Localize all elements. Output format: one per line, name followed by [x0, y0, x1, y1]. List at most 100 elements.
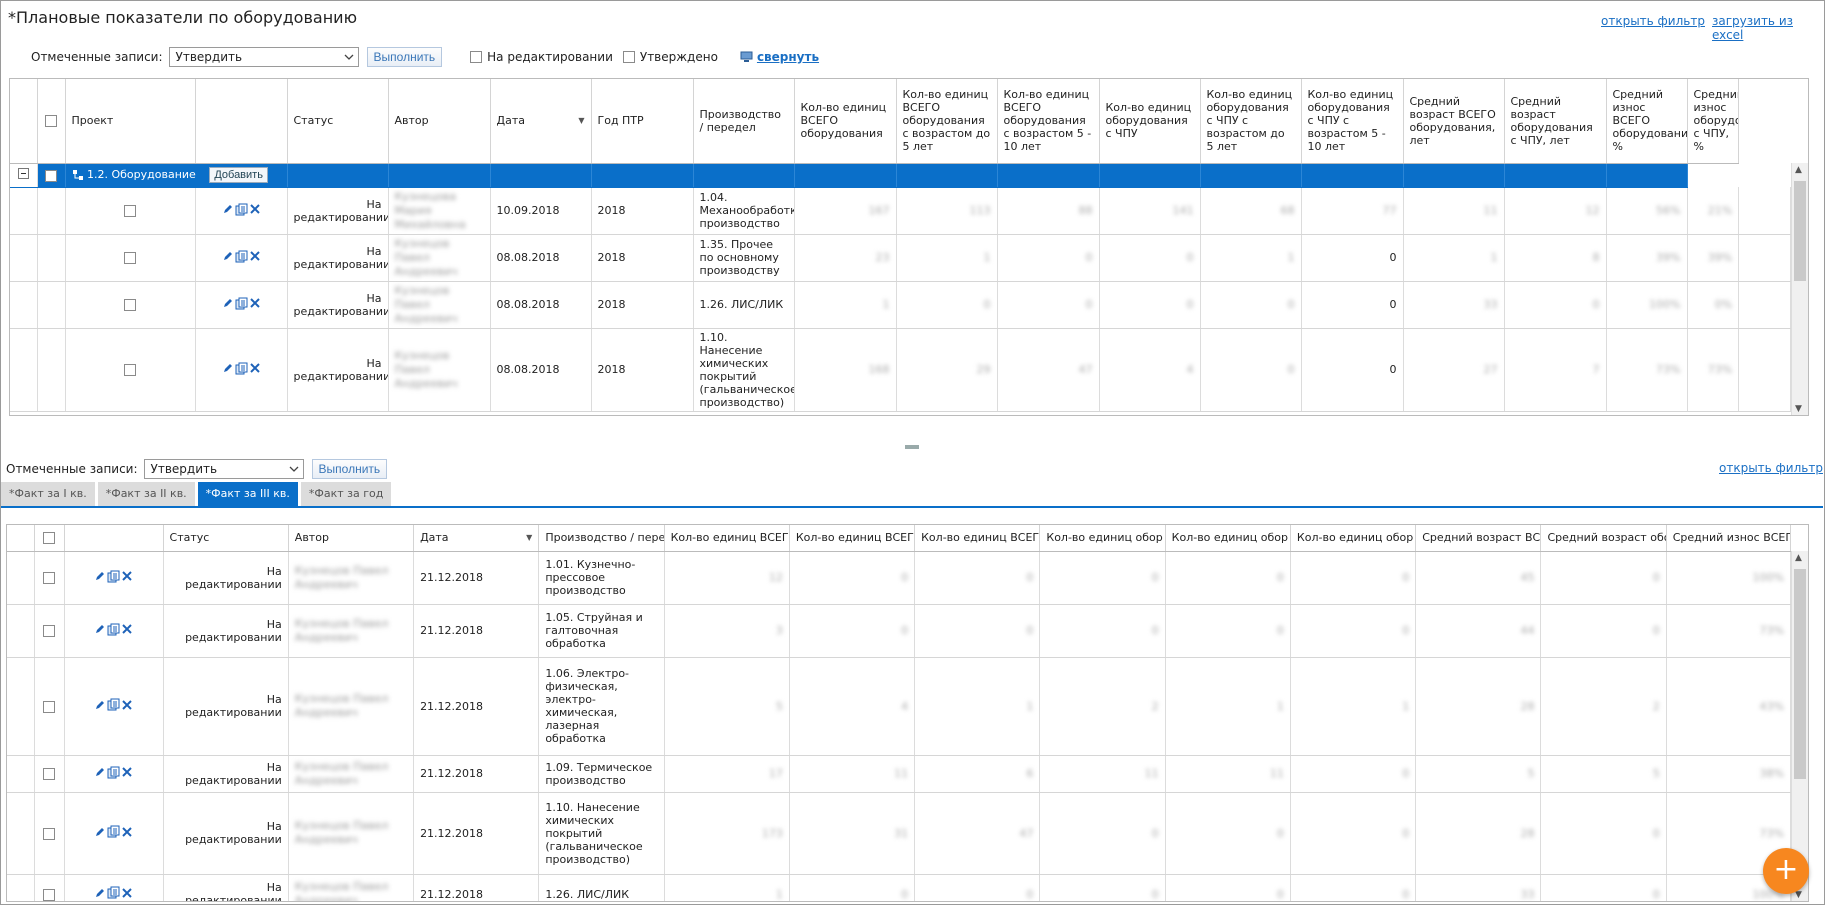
col-total-under5[interactable]: Кол-во единиц ВСЕГО оборудования с возра…: [896, 79, 998, 164]
collapse-group-icon[interactable]: [17, 168, 29, 179]
fact-col-date[interactable]: Дата ▼: [413, 525, 540, 552]
fact-row[interactable]: На редактировании Кузнецов Павел Андрееви…: [7, 657, 1792, 756]
group-checkbox-cell[interactable]: [37, 163, 66, 188]
scroll-down-icon[interactable]: ▼: [1795, 404, 1802, 414]
fact-select-all-header[interactable]: [34, 525, 65, 552]
open-filter-link-2[interactable]: открыть фильтр: [1719, 461, 1823, 475]
row-checkbox[interactable]: [124, 252, 136, 264]
fact-col-total-under5[interactable]: Кол-во единиц ВСЕГО: [789, 525, 916, 552]
col-total-5to10[interactable]: Кол-во единиц ВСЕГО оборудования с возра…: [997, 79, 1100, 164]
copy-icon[interactable]: [107, 570, 120, 583]
bulk-action-select[interactable]: Утвердить: [168, 47, 359, 67]
fact-row[interactable]: На редактировании Кузнецов Павел Андрееви…: [7, 755, 1792, 793]
approved-checkbox[interactable]: [622, 51, 635, 63]
tab-q2[interactable]: *Факт за II кв.: [97, 482, 195, 506]
collapse-control[interactable]: свернуть: [740, 50, 819, 64]
edit-icon[interactable]: [222, 362, 234, 374]
collapse-link[interactable]: свернуть: [756, 50, 820, 64]
delete-icon[interactable]: [121, 623, 133, 635]
plan-row[interactable]: На редактировании Кузнецов Павел Андрееви…: [10, 281, 1791, 329]
row-checkbox[interactable]: [124, 364, 136, 376]
filter-editing[interactable]: На редактировании: [470, 50, 613, 64]
col-cnc-5to10[interactable]: Кол-во единиц оборудования с ЧПУ с возра…: [1301, 79, 1404, 164]
edit-icon[interactable]: [222, 297, 234, 309]
col-avg-wear-cnc[interactable]: Средний износ оборудования с ЧПУ, %: [1687, 79, 1740, 164]
fact-col-avg-wear-total[interactable]: Средний износ ВСЕГ: [1666, 525, 1792, 552]
fact-col-production[interactable]: Производство / пере: [538, 525, 665, 552]
copy-icon[interactable]: [107, 825, 120, 838]
delete-icon[interactable]: [249, 362, 261, 374]
row-checkbox-cell[interactable]: [65, 234, 196, 282]
delete-icon[interactable]: [249, 250, 261, 262]
group-row[interactable]: 1.2. Оборудование Добавить: [10, 163, 1791, 188]
fact-vertical-scrollbar[interactable]: ▲ ▼: [1791, 551, 1808, 901]
col-avg-age-cnc[interactable]: Средний возраст оборудования с ЧПУ, лет: [1504, 79, 1607, 164]
fact-row[interactable]: На редактировании Кузнецов Павел Андрееви…: [7, 551, 1792, 605]
edit-icon[interactable]: [94, 887, 106, 899]
col-status[interactable]: Статус: [287, 79, 389, 164]
edit-icon[interactable]: [94, 766, 106, 778]
collapse-group-cell[interactable]: [10, 163, 38, 188]
delete-icon[interactable]: [249, 297, 261, 309]
fact-col-status[interactable]: Статус: [163, 525, 289, 552]
fact-row[interactable]: На редактировании Кузнецов Павел Андрееви…: [7, 792, 1792, 875]
fact-col-cnc-5to10[interactable]: Кол-во единиц обор: [1290, 525, 1417, 552]
row-checkbox-cell[interactable]: [34, 755, 65, 793]
open-filter-link[interactable]: открыть фильтр: [1601, 14, 1705, 28]
edit-icon[interactable]: [222, 250, 234, 262]
delete-icon[interactable]: [121, 826, 133, 838]
fact-row[interactable]: На редактировании Кузнецов Павел Андрееви…: [7, 604, 1792, 658]
col-author[interactable]: Автор: [388, 79, 491, 164]
add-button[interactable]: Добавить: [209, 167, 268, 183]
col-project[interactable]: Проект: [65, 79, 196, 164]
col-total-units[interactable]: Кол-во единиц ВСЕГО оборудования: [794, 79, 897, 164]
copy-icon[interactable]: [107, 623, 120, 636]
row-checkbox[interactable]: [43, 888, 56, 901]
scroll-down-icon[interactable]: ▼: [1795, 890, 1802, 900]
row-checkbox-cell[interactable]: [34, 604, 65, 658]
scroll-up-icon[interactable]: ▲: [1795, 553, 1802, 563]
col-avg-age-total[interactable]: Средний возраст ВСЕГО оборудования, лет: [1403, 79, 1505, 164]
copy-icon[interactable]: [235, 250, 248, 263]
plan-row[interactable]: На редактировании Кузнецов Павел Андрееви…: [10, 328, 1791, 412]
delete-icon[interactable]: [249, 203, 261, 215]
scroll-up-icon[interactable]: ▲: [1795, 165, 1802, 175]
copy-icon[interactable]: [235, 203, 248, 216]
row-checkbox[interactable]: [43, 572, 56, 584]
row-checkbox-cell[interactable]: [34, 792, 65, 875]
tab-q1[interactable]: *Факт за I кв.: [1, 482, 95, 506]
editing-checkbox[interactable]: [470, 51, 483, 63]
col-production[interactable]: Производство / передел: [693, 79, 795, 164]
row-checkbox-cell[interactable]: [65, 281, 196, 329]
edit-icon[interactable]: [94, 570, 106, 582]
fact-row[interactable]: На редактировании Кузнецов Павел Андрееви…: [7, 874, 1792, 901]
edit-icon[interactable]: [94, 699, 106, 711]
delete-icon[interactable]: [121, 766, 133, 778]
delete-icon[interactable]: [121, 887, 133, 899]
group-checkbox[interactable]: [45, 169, 57, 182]
edit-icon[interactable]: [222, 203, 234, 215]
row-checkbox-cell[interactable]: [65, 187, 196, 235]
scroll-thumb[interactable]: [1794, 569, 1806, 779]
tab-q3[interactable]: *Факт за III кв.: [197, 482, 298, 506]
row-checkbox[interactable]: [124, 299, 136, 311]
fact-select-all-checkbox[interactable]: [43, 532, 56, 545]
tab-year[interactable]: *Факт за год: [300, 482, 392, 506]
fact-col-avg-age-total[interactable]: Средний возраст ВСЕ: [1415, 525, 1542, 552]
row-checkbox[interactable]: [43, 768, 56, 780]
delete-icon[interactable]: [121, 699, 133, 711]
fact-col-cnc-units[interactable]: Кол-во единиц обор: [1039, 525, 1166, 552]
copy-icon[interactable]: [235, 362, 248, 375]
fact-col-total-units[interactable]: Кол-во единиц ВСЕГО: [664, 525, 790, 552]
scroll-thumb[interactable]: [1794, 181, 1806, 281]
copy-icon[interactable]: [107, 766, 120, 779]
row-checkbox[interactable]: [124, 205, 136, 217]
add-fab-button[interactable]: +: [1763, 848, 1809, 894]
row-checkbox-cell[interactable]: [65, 328, 196, 412]
fact-col-total-5to10[interactable]: Кол-во единиц ВСЕГО: [914, 525, 1041, 552]
row-checkbox-cell[interactable]: [34, 551, 65, 605]
select-all-checkbox[interactable]: [45, 115, 57, 128]
fact-col-cnc-under5[interactable]: Кол-во единиц обор: [1165, 525, 1291, 552]
filter-approved[interactable]: Утверждено: [622, 50, 718, 64]
plan-row[interactable]: На редактировании Кузнецова Мария Михайло…: [10, 187, 1791, 235]
